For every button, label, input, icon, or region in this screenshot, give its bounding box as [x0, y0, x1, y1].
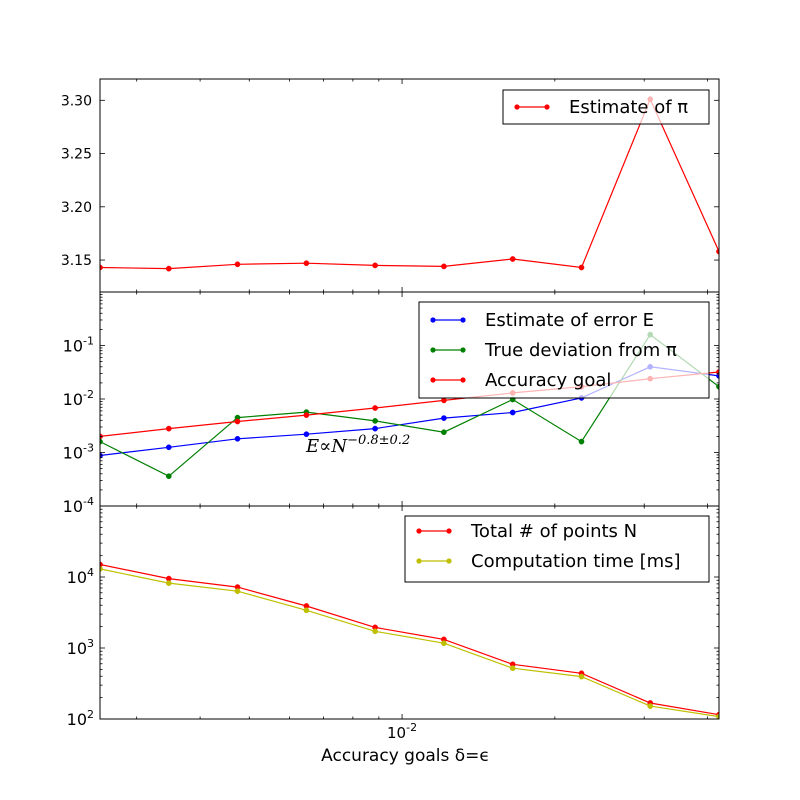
data-point [234, 588, 241, 595]
x-ticks [136, 506, 709, 719]
plot-area [100, 561, 719, 719]
data-point [372, 405, 378, 411]
data-point [165, 580, 172, 586]
legend-swatch-marker [446, 558, 452, 564]
data-point [372, 628, 378, 635]
panel-3: 104 103 102 Total # of points N Computation … [67, 505, 720, 729]
data-point [165, 425, 172, 432]
data-point [303, 412, 310, 418]
chart-panels: 3.153.203.253.30 Estimate of π10-110-210-… [61, 78, 720, 729]
y-tick-label: 10-1 [63, 335, 94, 356]
legend-swatch-marker [460, 377, 466, 383]
legend: Estimate of error E True deviation from π… [418, 301, 710, 399]
legend-swatch-marker [544, 104, 550, 110]
legend: Total # of points N Computation time [ms] [404, 515, 710, 583]
data-point [234, 435, 241, 442]
x-ticks [136, 79, 709, 292]
data-point [303, 431, 310, 438]
legend-swatch-marker [430, 317, 436, 323]
data-point [578, 264, 585, 271]
legend-box [404, 515, 710, 583]
data-point [716, 248, 719, 255]
legend-swatch-marker [430, 347, 436, 353]
data-point [234, 261, 241, 268]
y-ticks: 10-1 10-2 10-3 10-4 [63, 294, 719, 516]
data-point [372, 262, 378, 269]
data-point [372, 418, 378, 424]
data-point [509, 665, 516, 672]
data-point [441, 263, 447, 270]
axes-frame [99, 505, 720, 720]
x-ticks [136, 292, 709, 506]
data-point [234, 418, 241, 425]
y-tick-label: 102 [67, 708, 94, 729]
data-point [165, 473, 172, 480]
panel-1: 3.15 3.20 3.25 3.30 Estimate of π [61, 78, 720, 293]
y-tick-label: 3.20 [61, 200, 92, 216]
data-point [647, 703, 654, 709]
data-point [165, 444, 172, 451]
data-point [578, 438, 585, 445]
y-ticks: 3.15 3.20 3.25 3.30 [61, 93, 719, 269]
y-tick-label: 10-2 [63, 388, 94, 409]
data-point [303, 607, 310, 614]
data-point [578, 673, 585, 680]
data-point [716, 383, 719, 390]
legend-label: Total # of points N [470, 521, 637, 542]
y-tick-label: 104 [67, 566, 94, 587]
legend-swatch-marker [460, 317, 466, 323]
y-tick-label: 3.25 [61, 147, 92, 163]
data-point [441, 397, 447, 404]
legend-swatch-marker [460, 347, 466, 353]
x-axis-label: Accuracy goals δ=ϵ [321, 746, 490, 766]
scaling-annotation: E∝N−0.8±0.2 [305, 433, 410, 457]
panel-2: 10-1 10-2 10-3 10-4 Estimate of error E True … [63, 291, 720, 516]
x-tick-label: 10-2 [387, 721, 417, 742]
y-tick-label: 10-4 [63, 495, 94, 516]
data-point [303, 260, 310, 267]
data-point [441, 640, 447, 647]
y-tick-label: 103 [67, 637, 94, 658]
series-line-2 [100, 568, 719, 718]
y-tick-label: 3.30 [61, 93, 92, 109]
legend-label: Computation time [ms] [471, 551, 681, 572]
y-tick-label: 3.15 [61, 253, 92, 269]
legend-swatch-marker [416, 558, 422, 564]
data-point [165, 265, 172, 272]
data-point [372, 425, 378, 432]
legend-label: True deviation from π [484, 340, 677, 361]
legend-swatch-marker [416, 528, 422, 534]
data-point [441, 429, 447, 436]
legend-swatch-marker [446, 528, 452, 534]
data-point [716, 713, 719, 719]
legend-label: Estimate of π [569, 97, 688, 118]
y-ticks: 104 103 102 [67, 508, 719, 729]
data-point [509, 256, 516, 262]
legend-swatch-marker [430, 377, 436, 383]
legend-swatch-marker [514, 104, 520, 110]
legend-label: Accuracy goal [485, 370, 611, 391]
shared-x-axis: 10-2 Accuracy goals δ=ϵ [321, 721, 490, 766]
data-point [441, 415, 447, 421]
legend: Estimate of π [502, 89, 710, 125]
series-line-1 [100, 563, 719, 716]
y-tick-label: 10-3 [63, 442, 94, 463]
data-point [509, 409, 516, 416]
legend-box [418, 301, 710, 399]
series-line-1 [100, 97, 719, 270]
legend-label: Estimate of error E [485, 310, 654, 331]
plot-area [100, 96, 719, 272]
